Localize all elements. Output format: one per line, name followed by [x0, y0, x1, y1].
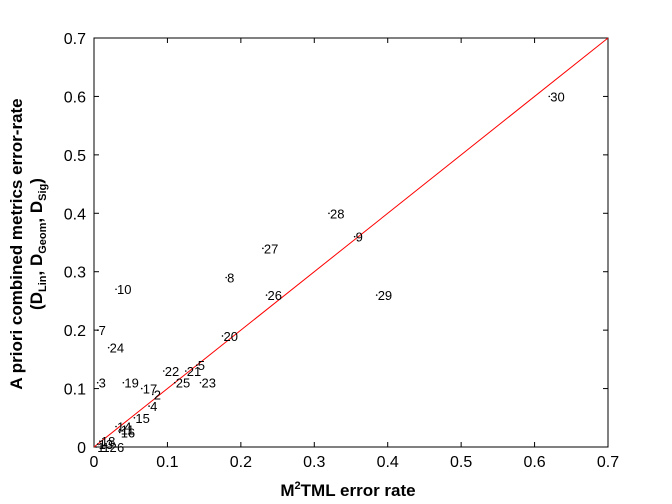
- data-point-marker: [184, 370, 187, 372]
- data-point-marker: [262, 247, 264, 250]
- data-point-marker: [199, 381, 202, 384]
- y-axis-ticks: 0 0.1 0.2 0.3 0.4 0.5 0.6 0.7: [64, 31, 608, 457]
- data-point-label: 7: [99, 323, 106, 338]
- data-point-marker: [107, 346, 110, 349]
- data-point-label: 25: [176, 376, 190, 391]
- data-point-label: 15: [135, 411, 149, 426]
- data-point-marker: [548, 95, 551, 98]
- y-tick-label: 0.4: [64, 206, 86, 223]
- data-point-marker: [95, 446, 98, 448]
- data-point-label: 3: [99, 376, 106, 391]
- y-tick-label: 0.2: [64, 323, 86, 340]
- data-point-label: 12: [102, 440, 116, 455]
- data-point-marker: [96, 443, 99, 445]
- x-axis-title: M2TML error rate: [280, 480, 415, 500]
- data-point-label: 24: [110, 341, 124, 356]
- data-point-label: 16: [121, 425, 135, 440]
- data-point-label: 19: [124, 376, 138, 391]
- data-point-marker: [148, 405, 150, 407]
- data-point-label: 30: [550, 89, 564, 104]
- data-point-label: 17: [143, 382, 157, 397]
- x-axis-ticks: 0 0.1 0.2 0.3 0.4 0.5 0.6 0.7: [90, 38, 619, 471]
- data-point-marker: [140, 387, 143, 390]
- data-point-label: 6: [117, 440, 124, 455]
- y-tick-label: 0.6: [64, 89, 86, 106]
- data-point-marker: [115, 446, 117, 448]
- x-tick-label: 0.3: [303, 454, 325, 471]
- data-point-marker: [133, 416, 136, 419]
- data-point-label: 23: [201, 376, 215, 391]
- data-point-label: 26: [268, 288, 282, 303]
- data-point-marker: [115, 425, 117, 428]
- data-point-label: 4: [150, 399, 157, 414]
- data-point-marker: [328, 212, 330, 215]
- data-point-label: 20: [224, 329, 238, 344]
- data-point-marker: [96, 381, 99, 384]
- data-point-marker: [96, 329, 99, 331]
- data-point-label: 2: [154, 387, 161, 402]
- data-point-marker: [118, 428, 121, 431]
- x-tick-label: 0.2: [230, 454, 252, 471]
- y-tick-label: 0: [77, 440, 86, 457]
- data-point-marker: [151, 393, 154, 396]
- identity-line: [93, 37, 609, 448]
- data-point-label: 21: [187, 364, 201, 379]
- data-point-marker: [375, 294, 378, 296]
- data-point-label: 8: [227, 271, 234, 286]
- y-tick-label: 0.5: [64, 148, 86, 165]
- y-tick-label: 0.7: [64, 31, 86, 48]
- data-point-label: 11: [121, 422, 135, 437]
- data-point-marker: [122, 381, 125, 384]
- data-point-label: 22: [165, 364, 179, 379]
- data-point-marker: [196, 364, 198, 367]
- data-point-label: 14: [117, 420, 131, 435]
- y-tick-label: 0.3: [64, 265, 86, 282]
- data-point-marker: [100, 446, 103, 448]
- data-point-marker: [221, 335, 224, 337]
- x-tick-label: 0.7: [597, 454, 619, 471]
- data-point-label: 9: [356, 230, 363, 245]
- data-point-marker: [225, 276, 227, 279]
- data-point-label: 29: [378, 288, 392, 303]
- data-point-label: 5: [198, 358, 205, 373]
- data-point-marker: [115, 288, 117, 291]
- data-point-label: 10: [117, 282, 131, 297]
- data-point-label: 27: [264, 241, 278, 256]
- data-point-marker: [99, 440, 101, 442]
- x-tick-label: 0.5: [450, 454, 472, 471]
- data-point-marker: [173, 381, 176, 384]
- data-point-marker: [265, 294, 268, 296]
- data-point-marker: [118, 431, 121, 434]
- data-point-marker: [353, 235, 356, 238]
- data-point-label: 13: [99, 437, 113, 452]
- data-point-label: 18: [101, 434, 115, 449]
- x-tick-label: 0.6: [523, 454, 545, 471]
- x-tick-label: 0.4: [377, 454, 399, 471]
- data-point-label: 28: [330, 206, 344, 221]
- y-axis-title-line2: (DLin, DGeom, DSig): [27, 178, 49, 310]
- x-tick-label: 0: [90, 454, 99, 471]
- x-tick-label: 0.1: [156, 454, 178, 471]
- y-axis-title-line1: A priori combined metrics error-rate: [7, 98, 26, 389]
- y-axis-title: A priori combined metrics error-rate (DL…: [7, 98, 49, 389]
- data-point-marker: [162, 370, 165, 372]
- y-tick-label: 0.1: [64, 382, 86, 399]
